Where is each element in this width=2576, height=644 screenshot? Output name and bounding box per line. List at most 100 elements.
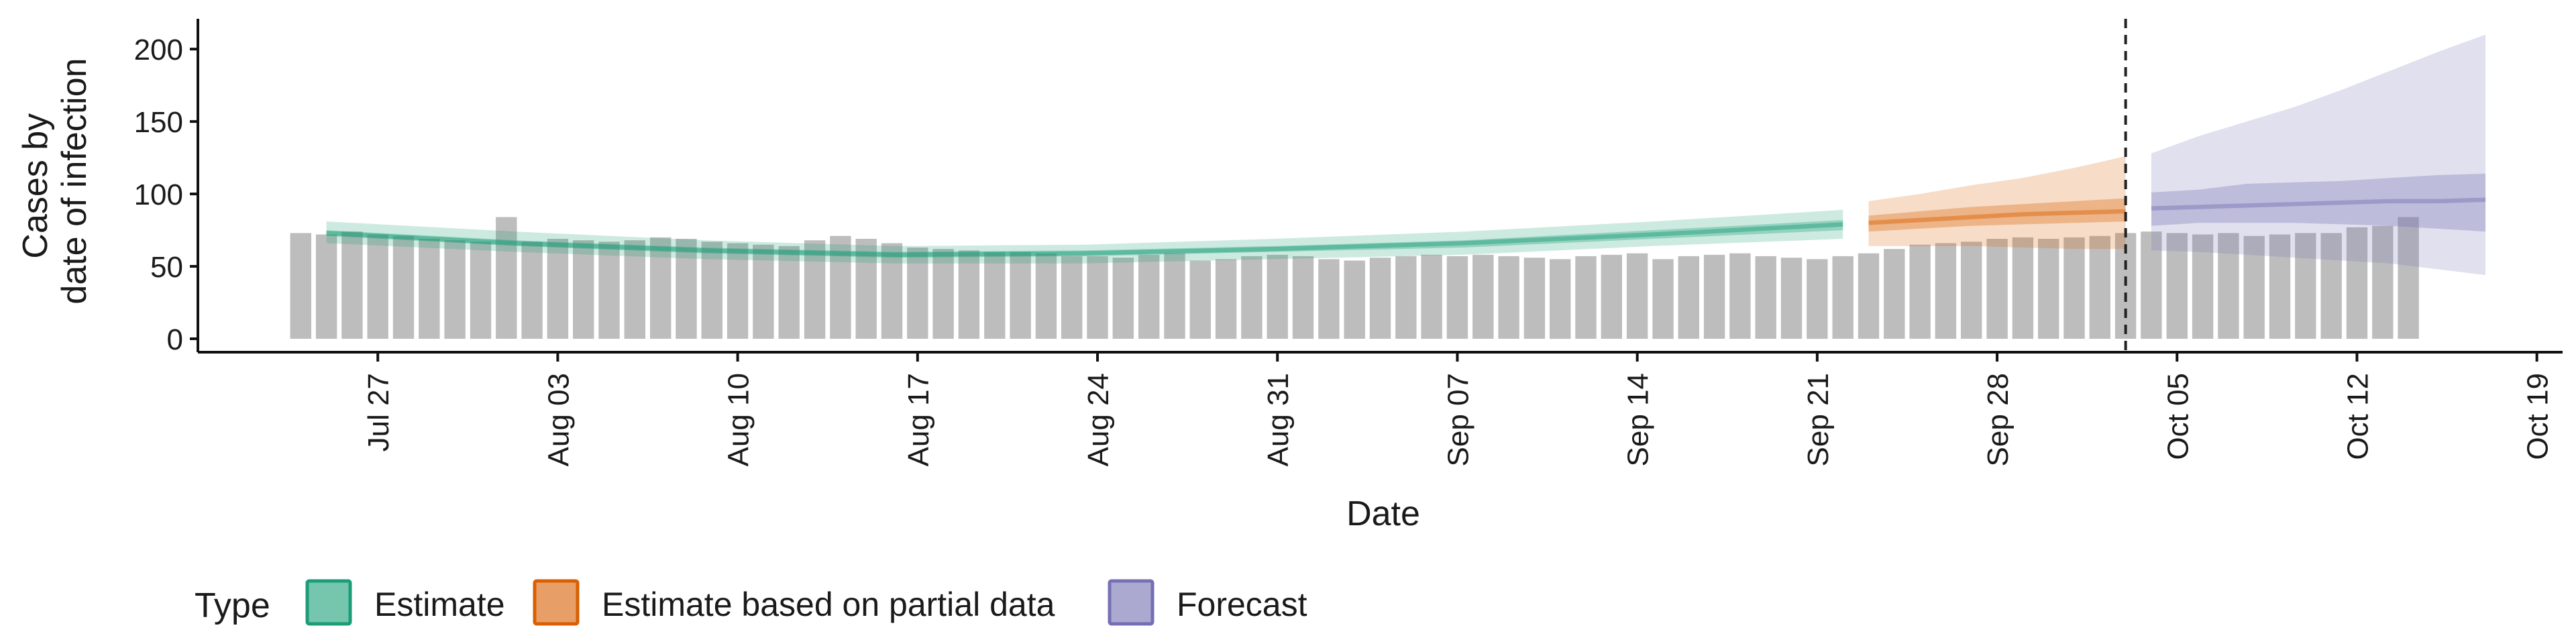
case-bar <box>701 241 722 339</box>
case-bar <box>1267 254 1288 339</box>
x-tick-label: Oct 19 <box>2522 373 2555 460</box>
case-bar <box>2089 235 2110 339</box>
forecast-median-band <box>2151 197 2486 211</box>
case-bar <box>496 217 517 339</box>
case-bar <box>2141 231 2162 339</box>
case-bar <box>753 244 774 339</box>
case-bar <box>2038 239 2059 339</box>
case-bar <box>1215 259 1237 339</box>
case-bar <box>1472 254 1494 339</box>
forecast-outer-band <box>2151 34 2486 275</box>
x-tick-label: Aug 31 <box>1262 373 1295 466</box>
series-estimate-based-on-partial-data <box>1868 156 2126 250</box>
case-bar <box>444 240 466 339</box>
case-bar <box>1369 258 1391 339</box>
case-bar <box>1550 259 1571 339</box>
case-bar <box>1344 260 1365 339</box>
legend-key-forecast <box>1108 579 1155 626</box>
legend-label-estimate-based-on-partial-data: Estimate based on partial data <box>602 586 1055 623</box>
legend-label-forecast: Forecast <box>1177 586 1307 623</box>
x-tick-label: Aug 03 <box>542 373 575 466</box>
case-bar <box>1780 258 1803 339</box>
series-forecast <box>2151 34 2486 275</box>
case-bar <box>2398 217 2419 339</box>
case-bar <box>1601 254 1622 339</box>
case-bar <box>290 233 311 339</box>
estimate-ribbons <box>326 34 2486 275</box>
legend: Type Estimate Estimate based on partial d… <box>195 579 1307 626</box>
case-bar <box>1498 256 1519 339</box>
estimate-inner-band <box>326 220 1843 258</box>
case-bar <box>1189 260 1211 339</box>
case-bar <box>598 241 620 339</box>
x-axis-ticks: Jul 27 Aug 03 Aug 10 Aug 17 Aug 24 Aug 31 Sep … <box>362 352 2555 466</box>
case-bar <box>2269 234 2291 339</box>
case-bar <box>1061 256 1083 339</box>
case-bar <box>547 239 569 339</box>
x-tick-label: Oct 05 <box>2161 373 2194 460</box>
case-bar <box>1112 258 1134 339</box>
case-bar <box>1858 253 1880 339</box>
legend-label-estimate: Estimate <box>374 586 505 623</box>
reported-cases-bars <box>290 217 2419 339</box>
case-bar <box>2012 237 2034 339</box>
case-bar <box>1626 253 1648 339</box>
x-tick-label: Sep 14 <box>1622 373 1655 466</box>
case-bar <box>2063 237 2085 339</box>
case-bar <box>1884 249 1905 339</box>
case-bar <box>1678 256 1699 339</box>
case-bar <box>624 240 645 339</box>
case-bar <box>1292 256 1314 339</box>
case-bar <box>1010 252 1031 339</box>
estimate-based-on-partial-data-inner-band <box>1868 198 2126 232</box>
case-bar <box>1729 253 1751 339</box>
case-bar <box>1421 254 1442 339</box>
case-bar <box>984 252 1006 339</box>
case-bar <box>470 241 492 339</box>
case-bar <box>907 248 928 339</box>
case-bar <box>2320 233 2342 339</box>
case-bar <box>1035 253 1057 339</box>
case-bar <box>1807 259 1828 339</box>
y-tick-label: 50 <box>150 251 183 284</box>
case-bar <box>1241 256 1263 339</box>
axes <box>197 19 2563 354</box>
x-axis-label: Date <box>1346 494 1420 533</box>
case-bar <box>932 249 954 339</box>
y-tick-label: 100 <box>134 178 183 211</box>
y-axis-label-line-2: date of infection <box>55 58 94 304</box>
case-bar <box>1961 241 1982 339</box>
case-bar <box>392 235 415 339</box>
case-bar <box>727 243 749 339</box>
legend-key-estimate-based-on-partial-data <box>533 579 580 626</box>
y-tick-label: 200 <box>134 34 183 66</box>
case-bar <box>1318 259 1340 339</box>
case-bar <box>855 239 877 339</box>
y-axis-label-line-1: Cases by <box>16 113 55 259</box>
case-bar <box>521 241 543 339</box>
case-bar <box>2166 233 2188 339</box>
case-bar <box>2372 225 2394 339</box>
y-tick-label: 150 <box>134 106 183 139</box>
case-bar <box>1523 258 1546 339</box>
x-tick-label: Sep 21 <box>1802 373 1835 466</box>
case-bar <box>804 240 826 339</box>
x-tick-label: Oct 12 <box>2342 373 2375 460</box>
y-axis-ticks: 0 50 100 150 200 <box>134 34 198 356</box>
x-tick-label: Aug 17 <box>902 373 935 466</box>
case-bar <box>573 240 594 339</box>
x-tick-label: Aug 10 <box>722 373 755 466</box>
case-bar <box>1446 256 1468 339</box>
forecast-inner-band <box>2151 173 2486 232</box>
estimate-outer-band <box>326 209 1843 264</box>
case-bar <box>881 243 903 339</box>
x-tick-label: Aug 24 <box>1082 373 1115 466</box>
case-bar <box>1832 256 1854 339</box>
case-bar <box>958 250 980 339</box>
case-bar <box>315 234 337 339</box>
case-bar <box>341 231 363 339</box>
case-bar <box>650 237 672 339</box>
x-tick-label: Jul 27 <box>362 373 395 451</box>
case-bar <box>1935 243 1957 339</box>
